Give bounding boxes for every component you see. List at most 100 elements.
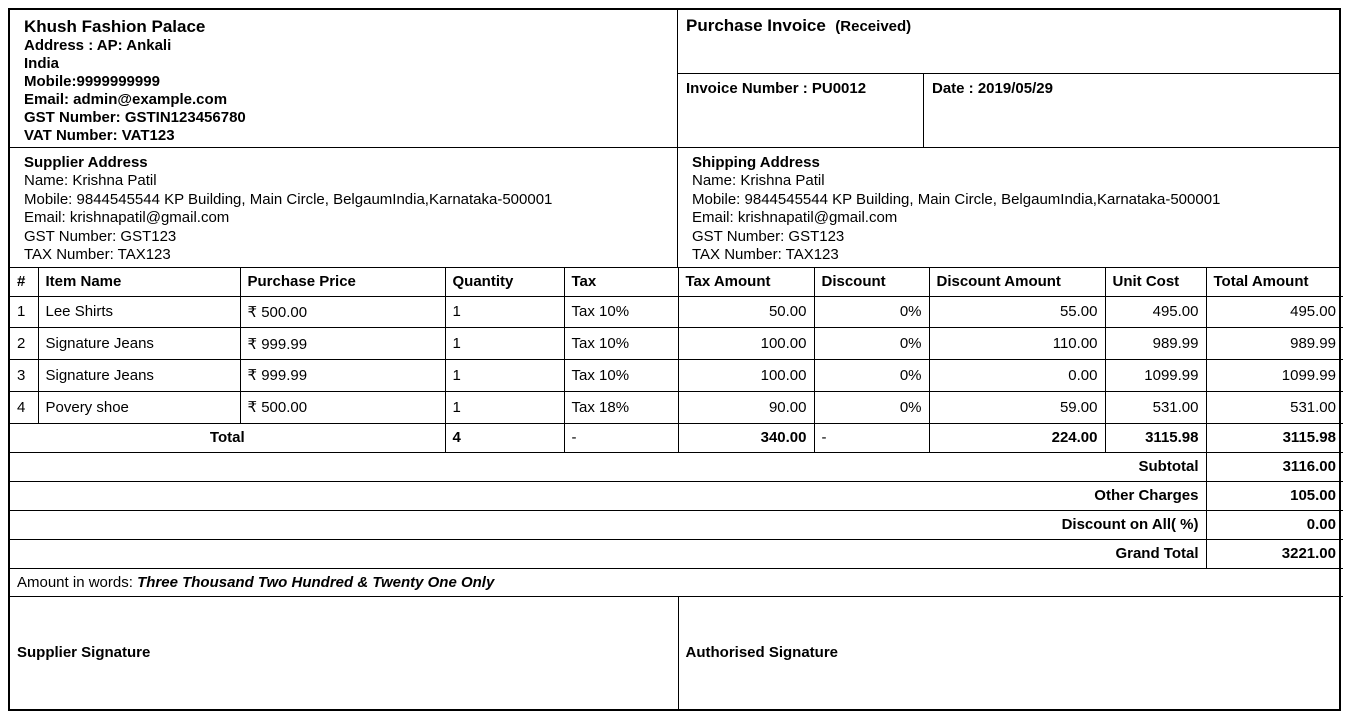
supplier-address-block: Supplier Address Name: Krishna Patil Mob… [10, 148, 678, 267]
other-charges-label: Other Charges [10, 480, 1207, 511]
col-header-discount-amount: Discount Amount [928, 268, 1106, 297]
col-header-discount: Discount [813, 268, 930, 297]
supplier-gst-number: GST Number: GST123 [24, 227, 177, 245]
item-discount-amount: 0.00 [928, 359, 1106, 392]
item-discount: 0% [813, 359, 930, 392]
item-name: Signature Jeans [37, 327, 241, 360]
item-unit-cost: 531.00 [1104, 390, 1207, 424]
table-row: 2 Signature Jeans ₹ 999.99 1 Tax 10% 100… [10, 327, 1343, 360]
supplier-tax-number: TAX Number: TAX123 [24, 246, 171, 263]
amount-in-words-value: Three Thousand Two Hundred & Twenty One … [137, 573, 495, 591]
col-header-tax-amount: Tax Amount [677, 268, 815, 297]
item-total-amount: 531.00 [1205, 390, 1343, 424]
invoice-date: Date : 2019/05/29 [932, 80, 1053, 97]
header-band: Khush Fashion Palace Address : AP: Ankal… [10, 10, 1339, 148]
item-quantity: 1 [444, 327, 565, 360]
item-tax-amount: 100.00 [677, 359, 815, 392]
items-header-row: # Item Name Purchase Price Quantity Tax … [10, 268, 1343, 297]
summary-row-discount-on-all: Discount on All( %) 0.00 [10, 509, 1343, 540]
company-address-line2: India [24, 55, 60, 72]
total-unit-cost: 3115.98 [1104, 422, 1207, 453]
item-tax: Tax 10% [563, 295, 679, 329]
item-total-amount: 989.99 [1205, 327, 1343, 360]
table-row: 4 Povery shoe ₹ 500.00 1 Tax 18% 90.00 0… [10, 390, 1343, 424]
item-tax-amount: 100.00 [677, 327, 815, 360]
item-quantity: 1 [444, 295, 565, 329]
amount-in-words-row: Amount in words: Three Thousand Two Hund… [10, 567, 1343, 597]
shipping-address-block: Shipping Address Name: Krishna Patil Mob… [678, 148, 1339, 267]
invoice-title-row: Purchase Invoice (Received) [678, 10, 1339, 74]
item-discount: 0% [813, 390, 930, 424]
company-address-line1: Address : AP: Ankali [24, 37, 172, 54]
company-mobile: Mobile:9999999999 [24, 73, 160, 90]
item-purchase-price: ₹ 500.00 [239, 390, 446, 424]
total-label: Total [10, 422, 446, 453]
shipping-mobile-address: Mobile: 9844545544 KP Building, Main Cir… [692, 190, 1221, 208]
supplier-signature-area: Supplier Signature [10, 595, 679, 709]
item-purchase-price: ₹ 999.99 [239, 327, 446, 360]
discount-on-all-value: 0.00 [1205, 509, 1343, 540]
total-tax: - [563, 422, 679, 453]
col-header-total-amount: Total Amount [1205, 268, 1343, 297]
col-header-item-name: Item Name [37, 268, 241, 297]
total-total-amount: 3115.98 [1205, 422, 1343, 453]
discount-on-all-label: Discount on All( %) [10, 509, 1207, 540]
summary-row-subtotal: Subtotal 3116.00 [10, 451, 1343, 482]
item-unit-cost: 1099.99 [1104, 359, 1207, 392]
subtotal-label: Subtotal [10, 451, 1207, 482]
item-name: Povery shoe [37, 390, 241, 424]
item-quantity: 1 [444, 390, 565, 424]
subtotal-value: 3116.00 [1205, 451, 1343, 482]
invoice-title: Purchase Invoice [686, 16, 826, 35]
item-tax: Tax 18% [563, 390, 679, 424]
grand-total-value: 3221.00 [1205, 538, 1343, 569]
item-discount-amount: 59.00 [928, 390, 1106, 424]
company-email: Email: admin@example.com [24, 91, 228, 108]
item-discount-amount: 110.00 [928, 327, 1106, 360]
col-header-index: # [10, 268, 39, 297]
item-tax-amount: 90.00 [677, 390, 815, 424]
item-index: 2 [10, 327, 39, 360]
authorised-signature-area: Authorised Signature [677, 595, 1343, 709]
item-unit-cost: 989.99 [1104, 327, 1207, 360]
grand-total-label: Grand Total [10, 538, 1207, 569]
item-name: Lee Shirts [37, 295, 241, 329]
company-gst-number: GST Number: GSTIN123456780 [24, 109, 246, 126]
table-row: 3 Signature Jeans ₹ 999.99 1 Tax 10% 100… [10, 359, 1343, 392]
col-header-unit-cost: Unit Cost [1104, 268, 1207, 297]
purchase-invoice-document: Khush Fashion Palace Address : AP: Ankal… [8, 8, 1343, 711]
supplier-mobile-address: Mobile: 9844545544 KP Building, Main Cir… [24, 190, 553, 208]
col-header-tax: Tax [563, 268, 679, 297]
shipping-gst-number: GST Number: GST123 [692, 227, 845, 245]
summary-row-other-charges: Other Charges 105.00 [10, 480, 1343, 511]
table-row: 1 Lee Shirts ₹ 500.00 1 Tax 10% 50.00 0%… [10, 295, 1343, 329]
total-quantity: 4 [444, 422, 565, 453]
item-discount: 0% [813, 327, 930, 360]
items-total-row: Total 4 - 340.00 - 224.00 3115.98 3115.9… [10, 422, 1343, 453]
item-tax-amount: 50.00 [677, 295, 815, 329]
total-tax-amount: 340.00 [677, 422, 815, 453]
col-header-purchase-price: Purchase Price [239, 268, 446, 297]
supplier-name: Name: Krishna Patil [24, 172, 157, 189]
summary-row-grand-total: Grand Total 3221.00 [10, 538, 1343, 569]
item-index: 1 [10, 295, 39, 329]
item-index: 3 [10, 359, 39, 392]
total-discount-amount: 224.00 [928, 422, 1106, 453]
signature-row: Supplier Signature Authorised Signature [10, 595, 1343, 709]
col-header-quantity: Quantity [444, 268, 565, 297]
item-tax: Tax 10% [563, 327, 679, 360]
invoice-title-suffix: (Received) [835, 18, 912, 35]
item-purchase-price: ₹ 999.99 [239, 359, 446, 392]
company-name: Khush Fashion Palace [24, 17, 206, 36]
item-purchase-price: ₹ 500.00 [239, 295, 446, 329]
shipping-tax-number: TAX Number: TAX123 [692, 246, 839, 263]
item-total-amount: 495.00 [1205, 295, 1343, 329]
item-unit-cost: 495.00 [1104, 295, 1207, 329]
item-total-amount: 1099.99 [1205, 359, 1343, 392]
shipping-name: Name: Krishna Patil [692, 172, 825, 189]
item-discount: 0% [813, 295, 930, 329]
shipping-email: Email: krishnapatil@gmail.com [692, 209, 898, 226]
invoice-number-row: Invoice Number : PU0012 Date : 2019/05/2… [678, 74, 1339, 147]
company-info-block: Khush Fashion Palace Address : AP: Ankal… [10, 10, 678, 147]
item-discount-amount: 55.00 [928, 295, 1106, 329]
